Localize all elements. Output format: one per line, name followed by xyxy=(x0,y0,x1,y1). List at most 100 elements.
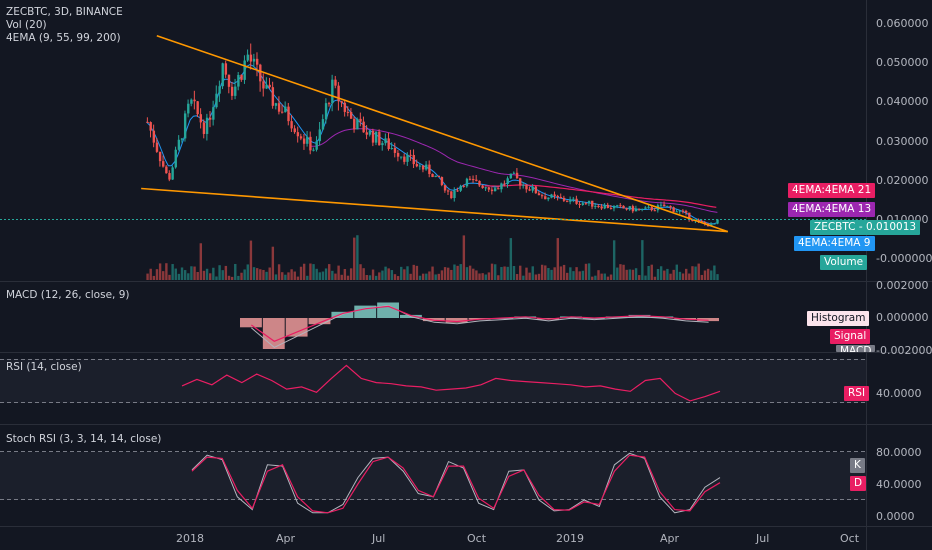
candle-body xyxy=(290,121,293,129)
volume-bar xyxy=(234,263,237,280)
macd-histogram-bar xyxy=(285,318,308,337)
candle-body xyxy=(249,54,253,62)
volume-bar xyxy=(578,271,581,280)
volume-bar xyxy=(487,272,491,280)
macd-tick: 0.000000 xyxy=(876,311,929,324)
candle-body xyxy=(293,128,296,133)
candle-body xyxy=(205,117,209,134)
time-tick: Oct xyxy=(467,532,487,545)
volume-bar xyxy=(183,270,187,280)
candle-body xyxy=(409,154,412,156)
volume-bar xyxy=(544,265,547,280)
volume-bar xyxy=(315,268,318,280)
stoch-d-line xyxy=(191,454,721,514)
candle-body xyxy=(428,164,431,175)
candle-body xyxy=(334,79,337,86)
candle-body xyxy=(162,161,165,167)
candle-body xyxy=(312,149,315,151)
volume-bar xyxy=(277,264,281,280)
candle-body xyxy=(277,103,281,112)
candle-body xyxy=(616,205,619,207)
volume-bar xyxy=(387,268,390,280)
candle-body xyxy=(259,64,262,82)
candle-body xyxy=(663,204,666,207)
volume-bar xyxy=(619,264,622,280)
volume-bar xyxy=(609,274,613,280)
volume-bar xyxy=(274,274,278,280)
volume-bar xyxy=(528,272,531,280)
volume-bar xyxy=(196,271,199,280)
volume-bar xyxy=(162,271,165,280)
macd-histogram-bar xyxy=(262,318,285,349)
volume-bar xyxy=(425,273,428,280)
volume-bar xyxy=(550,269,553,280)
volume-bar xyxy=(152,275,156,280)
candle-body xyxy=(462,185,466,187)
volume-bar xyxy=(243,269,246,280)
candle-body xyxy=(431,174,434,178)
volume-bar xyxy=(634,268,638,280)
time-tick: Apr xyxy=(276,532,296,545)
candle-body xyxy=(609,207,613,209)
volume-bar xyxy=(447,267,450,280)
volume-bar xyxy=(384,266,387,280)
candle-body xyxy=(622,205,625,209)
price-tick: 0.050000 xyxy=(876,56,929,69)
volume-bar xyxy=(531,266,534,280)
candle-body xyxy=(400,156,403,158)
volume-bar xyxy=(177,273,181,280)
candle-body xyxy=(306,136,309,144)
candle-body xyxy=(531,186,534,191)
candle-body xyxy=(321,119,325,130)
rsi-title[interactable]: RSI (14, close) xyxy=(6,361,82,373)
volume-bar xyxy=(663,270,666,280)
stoch-tick: 0.0000 xyxy=(876,510,915,523)
candle-body xyxy=(378,131,381,146)
candle-body xyxy=(281,111,284,113)
volume-bar xyxy=(443,267,447,280)
volume-bar xyxy=(569,267,572,280)
candle-body xyxy=(500,183,503,190)
candle-body xyxy=(716,219,719,224)
volume-bar xyxy=(553,267,556,280)
volume-bar xyxy=(187,273,190,280)
volume-bar xyxy=(334,273,337,280)
volume-bar xyxy=(584,263,588,280)
candle-body xyxy=(603,204,606,209)
stoch-rsi-title[interactable]: Stoch RSI (3, 3, 14, 14, close) xyxy=(6,433,162,445)
volume-bar xyxy=(566,272,569,280)
symbol-title[interactable]: ZECBTC, 3D, BINANCE xyxy=(6,6,123,18)
candle-body xyxy=(497,188,500,190)
candle-body xyxy=(415,164,419,167)
header-legend: ZECBTC, 3D, BINANCE Vol (20) 4EMA (9, 55… xyxy=(6,6,123,45)
candle-body xyxy=(287,106,290,122)
candle-body xyxy=(381,143,384,146)
candle-body xyxy=(713,223,716,225)
candle-body xyxy=(384,138,387,144)
candle-body xyxy=(340,101,343,103)
macd-tick: -0.002000 xyxy=(876,344,932,357)
ema-indicator-title[interactable]: 4EMA (9, 55, 99, 200) xyxy=(6,32,121,44)
volume-bar xyxy=(669,273,672,280)
volume-bar xyxy=(396,276,400,280)
volume-indicator-title[interactable]: Vol (20) xyxy=(6,19,47,31)
candle-body xyxy=(675,211,679,213)
macd-title[interactable]: MACD (12, 26, close, 9) xyxy=(6,289,130,301)
candle-body xyxy=(168,173,171,180)
volume-bar xyxy=(647,265,650,280)
volume-bar xyxy=(493,264,497,280)
trendline-lower xyxy=(141,187,728,233)
candle-body xyxy=(612,205,616,209)
volume-bar xyxy=(252,267,256,280)
candle-body xyxy=(224,63,228,75)
candle-body xyxy=(262,81,265,89)
macd-histogram-bar xyxy=(422,318,445,322)
candle-body xyxy=(522,184,525,186)
volume-bar xyxy=(193,266,196,280)
volume-bar xyxy=(572,271,575,280)
candle-body xyxy=(487,187,491,190)
candle-body xyxy=(493,188,497,192)
volume-bar xyxy=(381,270,384,280)
candle-body xyxy=(171,167,174,180)
